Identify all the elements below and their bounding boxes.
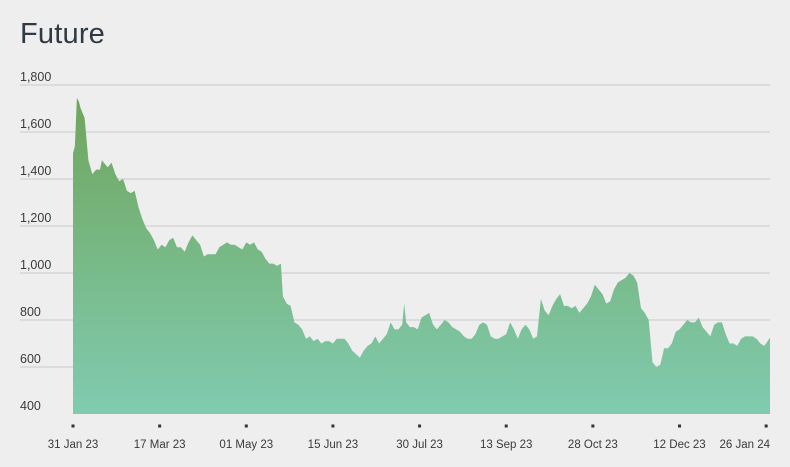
- series-area: [73, 97, 770, 415]
- y-tick-label: 1,600: [20, 117, 51, 131]
- chart-title: Future: [20, 18, 106, 50]
- x-tick-mark: [504, 424, 508, 428]
- x-tick-mark: [678, 424, 682, 428]
- y-tick-label: 800: [20, 305, 41, 319]
- x-tick-label: 30 Jul 23: [396, 439, 443, 451]
- x-tick-mark: [158, 424, 162, 428]
- x-tick-mark: [764, 424, 768, 428]
- y-tick-label: 1,000: [20, 258, 51, 272]
- x-tick-label: 12 Dec 23: [653, 439, 705, 451]
- x-tick-label: 17 Mar 23: [134, 439, 186, 451]
- x-tick-mark: [591, 424, 595, 428]
- y-tick-label: 600: [20, 352, 41, 366]
- x-tick-label: 31 Jan 23: [48, 439, 99, 451]
- x-tick-label: 15 Jun 23: [308, 439, 359, 451]
- x-tick-label: 26 Jan 24: [719, 439, 770, 451]
- x-tick-mark: [418, 424, 422, 428]
- x-tick-mark: [71, 424, 75, 428]
- y-axis: 400 600 800 1,000 1,200 1,400 1,600 1,800: [20, 70, 51, 413]
- x-tick-label: 28 Oct 23: [568, 439, 618, 451]
- x-tick-label: 13 Sep 23: [480, 439, 532, 451]
- y-tick-label: 1,200: [20, 211, 51, 225]
- x-tick-label: 01 May 23: [219, 439, 273, 451]
- series-area-path: [73, 97, 770, 415]
- y-tick-label: 1,400: [20, 164, 51, 178]
- x-tick-mark: [244, 424, 248, 428]
- y-tick-label: 1,800: [20, 70, 51, 84]
- y-tick-label: 400: [20, 399, 41, 413]
- x-tick-mark: [331, 424, 335, 428]
- x-axis: 31 Jan 23 17 Mar 23 01 May 23 15 Jun 23 30 J…: [48, 424, 771, 451]
